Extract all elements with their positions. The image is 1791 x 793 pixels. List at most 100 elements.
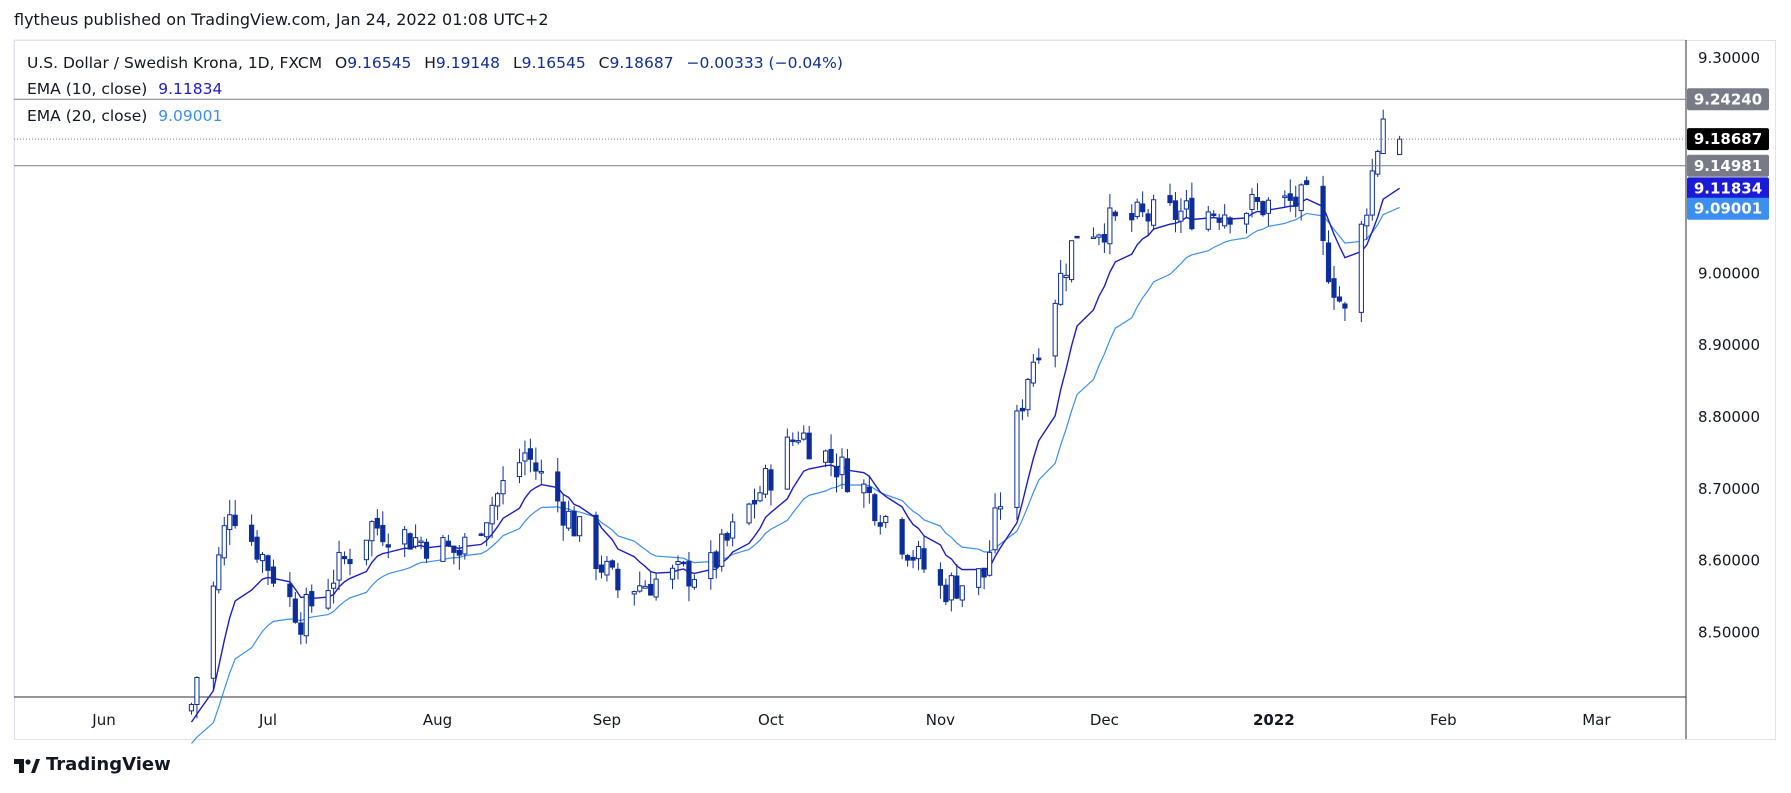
- candle[interactable]: [828, 434, 834, 477]
- candle[interactable]: [691, 574, 697, 590]
- candle[interactable]: [593, 511, 599, 581]
- candle[interactable]: [1178, 198, 1184, 234]
- candle[interactable]: [1358, 220, 1364, 323]
- candle[interactable]: [341, 551, 348, 565]
- candle[interactable]: [298, 612, 304, 645]
- candle[interactable]: [1025, 378, 1031, 417]
- candle[interactable]: [905, 553, 911, 567]
- candle[interactable]: [1265, 197, 1272, 226]
- candle[interactable]: [527, 438, 533, 473]
- candle[interactable]: [1069, 240, 1075, 283]
- candle[interactable]: [899, 517, 905, 560]
- candle[interactable]: [1014, 404, 1020, 520]
- candle[interactable]: [254, 530, 260, 563]
- candle[interactable]: [1134, 198, 1140, 220]
- candle[interactable]: [937, 562, 943, 599]
- candle[interactable]: [921, 536, 927, 574]
- candle[interactable]: [609, 559, 615, 570]
- candle[interactable]: [227, 499, 233, 545]
- candle[interactable]: [1096, 233, 1102, 246]
- candle[interactable]: [194, 676, 200, 719]
- candle[interactable]: [1293, 185, 1299, 218]
- candle[interactable]: [374, 509, 380, 536]
- candle[interactable]: [987, 540, 993, 577]
- candle[interactable]: [751, 488, 758, 519]
- candle[interactable]: [1145, 208, 1151, 236]
- candle[interactable]: [478, 532, 484, 537]
- candle[interactable]: [1336, 286, 1343, 303]
- tradingview-logo[interactable]: TradingView: [14, 754, 171, 775]
- candle[interactable]: [1282, 190, 1288, 208]
- candle[interactable]: [538, 459, 544, 485]
- candle[interactable]: [959, 585, 965, 608]
- candle[interactable]: [1205, 205, 1211, 232]
- legend-ema20-row[interactable]: EMA (20, close) 9.09001: [27, 107, 222, 125]
- candle[interactable]: [445, 534, 451, 548]
- candle[interactable]: [861, 479, 867, 508]
- candle[interactable]: [981, 567, 987, 590]
- candle[interactable]: [910, 550, 916, 569]
- candle[interactable]: [648, 570, 654, 596]
- candle[interactable]: [484, 522, 490, 547]
- candle[interactable]: [883, 515, 889, 528]
- candle[interactable]: [1320, 175, 1326, 256]
- candle[interactable]: [265, 554, 271, 585]
- candle[interactable]: [1287, 179, 1293, 212]
- candle[interactable]: [708, 540, 714, 590]
- candle[interactable]: [451, 545, 457, 565]
- candle[interactable]: [1227, 216, 1233, 234]
- candle[interactable]: [1189, 182, 1195, 231]
- candle[interactable]: [795, 431, 801, 445]
- candle[interactable]: [954, 564, 960, 600]
- legend-ema10-row[interactable]: EMA (10, close) 9.11834: [27, 80, 222, 98]
- candle[interactable]: [1019, 399, 1025, 421]
- candle[interactable]: [555, 458, 561, 513]
- candle[interactable]: [1216, 213, 1222, 231]
- candle[interactable]: [325, 578, 331, 611]
- candle[interactable]: [669, 564, 676, 590]
- candle[interactable]: [303, 587, 309, 644]
- candle[interactable]: [287, 572, 293, 607]
- candle[interactable]: [456, 544, 462, 570]
- candle[interactable]: [331, 569, 337, 604]
- candle[interactable]: [309, 584, 315, 613]
- candle[interactable]: [407, 532, 413, 550]
- candle[interactable]: [1369, 158, 1375, 221]
- candle[interactable]: [686, 552, 692, 602]
- candle[interactable]: [976, 568, 982, 596]
- candle[interactable]: [713, 549, 719, 579]
- candle[interactable]: [806, 425, 812, 460]
- candle[interactable]: [210, 581, 216, 691]
- candle[interactable]: [680, 560, 687, 567]
- candle[interactable]: [522, 440, 528, 476]
- candle[interactable]: [1090, 227, 1097, 240]
- candle[interactable]: [724, 531, 730, 547]
- candle[interactable]: [462, 532, 468, 560]
- candle[interactable]: [495, 491, 501, 521]
- candle[interactable]: [270, 559, 277, 587]
- candle[interactable]: [637, 571, 643, 593]
- candle[interactable]: [560, 494, 566, 541]
- candle[interactable]: [1375, 149, 1381, 177]
- candle[interactable]: [1342, 301, 1348, 321]
- candle[interactable]: [1101, 223, 1108, 253]
- candle[interactable]: [423, 538, 430, 563]
- candle[interactable]: [1254, 183, 1261, 210]
- candle[interactable]: [571, 506, 577, 537]
- candle[interactable]: [413, 524, 419, 549]
- candle[interactable]: [1112, 210, 1118, 221]
- candle[interactable]: [516, 448, 523, 484]
- candle[interactable]: [943, 578, 949, 606]
- candle[interactable]: [1298, 183, 1304, 221]
- candle[interactable]: [188, 702, 195, 715]
- candle[interactable]: [369, 520, 375, 557]
- candle[interactable]: [489, 496, 495, 539]
- candle[interactable]: [336, 540, 342, 591]
- candle[interactable]: [653, 573, 659, 601]
- candle[interactable]: [1167, 183, 1173, 206]
- candle[interactable]: [440, 534, 446, 562]
- candle[interactable]: [1304, 176, 1310, 186]
- candle[interactable]: [1249, 188, 1255, 218]
- candle[interactable]: [866, 476, 872, 504]
